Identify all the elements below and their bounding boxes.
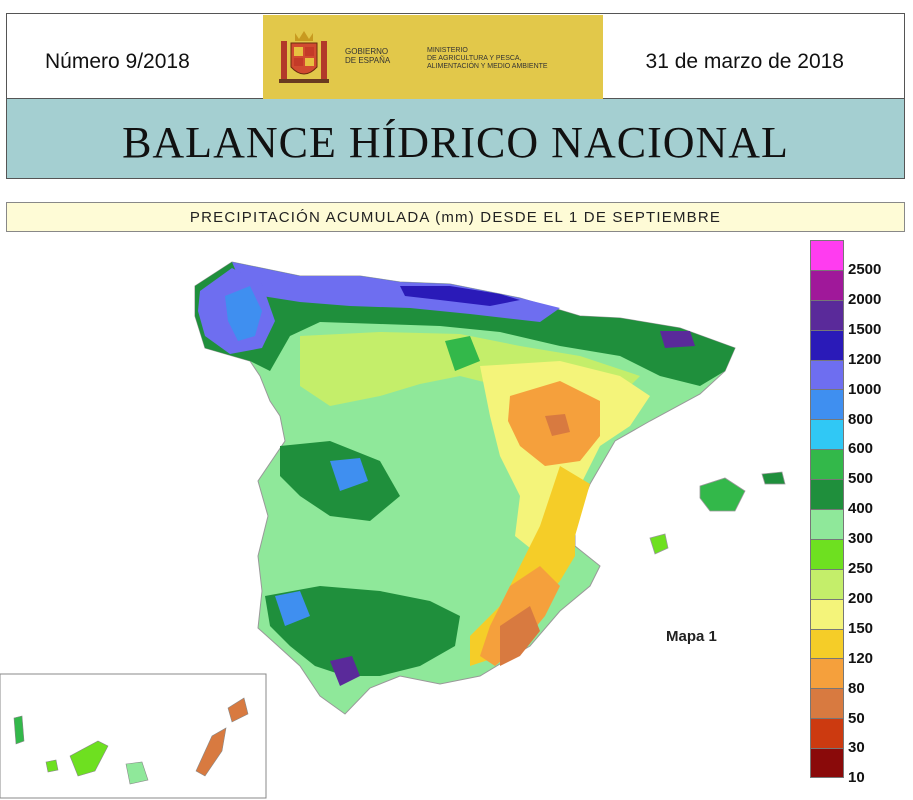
legend-swatch	[810, 269, 844, 300]
la-palma-island	[13, 715, 25, 745]
gov-line-2: DE ESPAÑA	[345, 56, 391, 65]
header-box: Número 9/2018 GOBIERNO DE ESPAÑA MINISTE…	[6, 13, 905, 99]
legend-label: 300	[848, 530, 874, 548]
legend-swatch	[810, 568, 844, 599]
pyrenees-purple-spot	[660, 331, 695, 348]
legend-label: 400	[848, 500, 874, 518]
mallorca-island	[699, 477, 746, 512]
iberian-brown-spot	[545, 414, 570, 436]
map-subtitle: PRECIPITACIÓN ACUMULADA (mm) DESDE EL 1 …	[189, 209, 722, 226]
government-text: GOBIERNO DE ESPAÑA	[345, 47, 390, 65]
ministry-text: MINISTERIO DE AGRICULTURA Y PESCA, ALIME…	[427, 47, 548, 71]
legend-swatch	[810, 718, 844, 749]
subtitle-banner: PRECIPITACIÓN ACUMULADA (mm) DESDE EL 1 …	[6, 202, 905, 232]
la-gomera-island	[45, 759, 59, 773]
legend-label: 1500	[848, 320, 882, 338]
gredos-blue-spot	[330, 458, 368, 491]
report-date: 31 de marzo de 2018	[645, 50, 844, 73]
legend-label: 250	[848, 560, 874, 577]
legend-label: 30	[848, 739, 865, 757]
legend-swatches	[810, 240, 844, 779]
legend-label: 2500	[848, 261, 882, 278]
balearic-islands	[649, 471, 786, 555]
lanzarote-island	[227, 697, 249, 723]
legend-swatch	[810, 628, 844, 659]
legend-swatch	[810, 479, 844, 510]
grazalema-purple-spot	[330, 656, 360, 686]
legend-label: 120	[848, 649, 874, 667]
iberian-green-spot	[445, 336, 480, 371]
legend-label: 800	[848, 410, 874, 428]
legend-swatch	[810, 359, 844, 390]
gov-line-1: GOBIERNO	[345, 47, 389, 56]
legend-label: 600	[848, 440, 874, 458]
legend-swatch	[810, 598, 844, 629]
legend-swatch	[810, 748, 844, 779]
issue-number: Número 9/2018	[45, 50, 190, 73]
legend-label: 150	[848, 619, 874, 637]
ibiza-island	[649, 533, 669, 555]
cantabrian-dark-band	[400, 286, 520, 306]
legend-label: 10	[848, 769, 865, 787]
page-title: BALANCE HÍDRICO NACIONAL	[122, 118, 789, 167]
legend-swatch	[810, 389, 844, 420]
legend-swatch	[810, 240, 844, 270]
legend-label: 80	[848, 679, 865, 697]
legend-swatch	[810, 688, 844, 719]
legend-label: 50	[848, 709, 865, 727]
coat-of-arms-icon	[279, 31, 329, 83]
legend-swatch	[810, 538, 844, 569]
tenerife-island	[69, 740, 109, 777]
canary-islands-inset	[0, 673, 267, 799]
map-number-label: Mapa 1	[666, 628, 717, 645]
fuerteventura-island	[195, 727, 227, 777]
title-banner: BALANCE HÍDRICO NACIONAL	[6, 99, 905, 179]
precipitation-map	[0, 261, 786, 799]
galicia-light-blue-area	[225, 286, 262, 341]
murcia-brown-area	[500, 606, 540, 666]
legend-label: 2000	[848, 290, 882, 308]
ministry-line-1: MINISTERIO	[427, 47, 468, 54]
precipitation-legend: 2500 2000 1500 1200 1000 800 600 500 400 300 250 20…	[810, 240, 910, 792]
legend-label: 200	[848, 589, 874, 607]
legend-swatch	[810, 299, 844, 330]
sierra-morena-blue	[275, 591, 310, 626]
legend-swatch	[810, 419, 844, 450]
legend-swatch	[810, 449, 844, 480]
legend-label: 1200	[848, 350, 882, 368]
menorca-island	[761, 471, 786, 485]
ministry-line-3: ALIMENTACIÓN Y MEDIO AMBIENTE	[427, 63, 548, 70]
ministry-line-2: DE AGRICULTURA Y PESCA,	[427, 55, 522, 62]
legend-swatch	[810, 329, 844, 360]
legend-swatch	[810, 509, 844, 539]
government-logo-band: GOBIERNO DE ESPAÑA MINISTERIO DE AGRICUL…	[263, 15, 603, 99]
andalusia-green	[265, 586, 460, 676]
cantabrian-blue-band	[232, 262, 560, 322]
peninsula-map	[194, 261, 736, 715]
legend-label: 500	[848, 470, 874, 488]
gran-canaria-island	[125, 761, 149, 785]
legend-swatch	[810, 658, 844, 689]
legend-label: 1000	[848, 380, 882, 398]
